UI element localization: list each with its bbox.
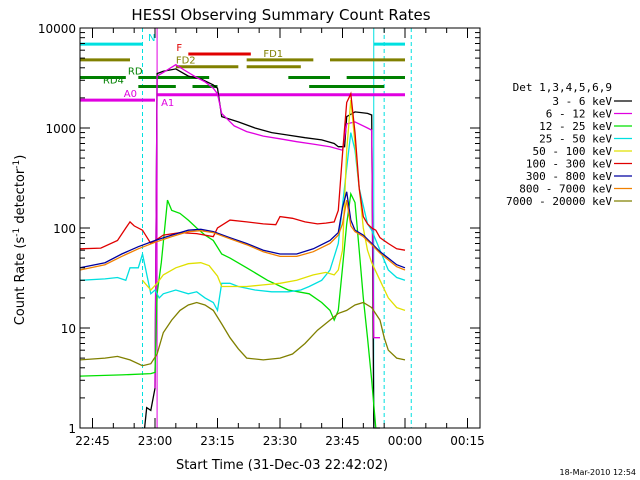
y-tick-label: 10 [61,322,76,336]
y-tick-label: 1000 [45,122,76,136]
legend-label-7: 800 - 7000 keV [519,183,612,196]
x-axis-label: Start Time (31-Dec-03 22:42:02) [176,458,388,473]
x-tick-label: 23:30 [263,434,298,448]
flag-label-a1: A1 [161,98,174,109]
y-tick-label: 10000 [38,22,76,36]
series-line-4 [142,100,406,312]
series-line-5 [79,91,406,251]
flag-label-f: F [176,43,182,54]
legend-label-5: 100 - 300 keV [526,158,612,171]
series-line-2 [79,191,377,429]
flag-label-rd4: RD4 [103,76,124,87]
flag-label-n: N [148,33,155,44]
legend-label-2: 12 - 25 keV [539,120,612,133]
x-tick-label: 00:00 [388,434,423,448]
flag-label-a0: A0 [124,89,137,100]
legend-label-6: 300 - 800 keV [526,170,612,183]
legend-label-1: 6 - 12 keV [546,108,613,121]
y-tick-label: 100 [53,222,76,236]
chart-title: HESSI Observing Summary Count Rates [131,6,430,24]
legend-title: Det 1,3,4,5,6,9 [513,81,612,94]
series-line-6 [79,191,406,269]
x-tick-label: 23:45 [325,434,360,448]
series-line-7 [79,199,406,271]
x-tick-label: 23:15 [200,434,235,448]
x-tick-label: 23:00 [138,434,173,448]
legend-label-3: 25 - 50 keV [539,133,612,146]
legend-label-0: 3 - 6 keV [552,95,612,108]
legend-label-8: 7000 - 20000 keV [506,195,612,208]
x-tick-label: 00:15 [450,434,485,448]
y-tick-label: 1 [68,422,76,436]
y-axis-label: Count Rate (s-1 detector-1) [12,155,28,326]
flag-label-fd1: FD1 [263,49,283,60]
series-line-8 [79,301,406,367]
axes: 1 10 100 1000 10000 22:45 23:00 23:15 23:30 23:45… [38,22,485,448]
flag-label-rd: RD [128,66,143,77]
flag-label-fd2: FD2 [176,56,196,67]
series-line-1 [154,63,380,389]
legend-label-4: 50 - 100 keV [533,145,613,158]
timestamp: 18-Mar-2010 12:54 [560,468,637,477]
series-lines [79,63,406,429]
x-tick-label: 22:45 [75,434,110,448]
